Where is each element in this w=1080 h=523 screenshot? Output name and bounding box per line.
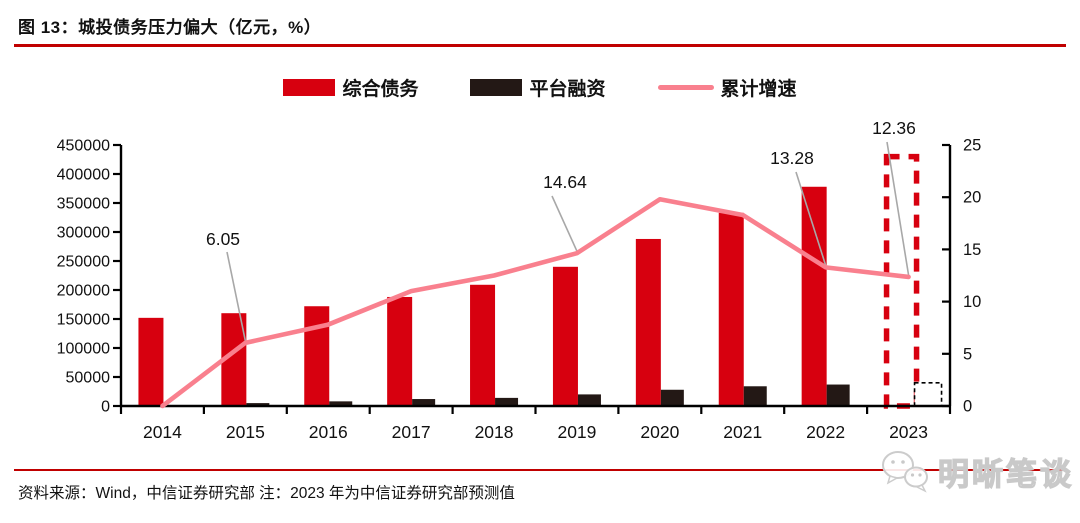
annotation-leader-2022	[795, 171, 827, 266]
annotation-label-2022: 13.28	[770, 148, 814, 168]
annotation-label-2015: 6.05	[206, 229, 240, 249]
growth-line	[160, 196, 911, 409]
left-axis-label: 450000	[57, 138, 110, 155]
right-axis-label: 15	[963, 241, 981, 259]
bar-financing-2022	[826, 384, 850, 406]
legend-label-debt: 综合债务	[342, 79, 419, 100]
bar-debt-forecast-2023	[883, 153, 920, 409]
left-axis-label: 200000	[57, 283, 110, 300]
legend-item-debt: 综合债务	[283, 74, 418, 101]
annotation-label-2019: 14.64	[543, 172, 587, 192]
bar-financing-2016	[329, 401, 353, 406]
bar-debt-2020	[635, 238, 661, 406]
bar-debt-2014	[138, 317, 164, 406]
right-axis-label: 20	[963, 189, 981, 207]
bar-financing-2020	[660, 389, 684, 406]
right-axis-label: 5	[963, 345, 972, 363]
x-axis-label: 2022	[806, 422, 845, 442]
figure-title: 图 13：城投债务压力偏大（亿元，%）	[18, 18, 322, 37]
left-axis-label: 300000	[57, 225, 110, 242]
bar-financing-2018	[495, 397, 519, 406]
bar-financing-2019	[577, 394, 601, 406]
title-divider	[14, 44, 1066, 47]
x-axis-label: 2014	[143, 422, 182, 442]
bar-debt-2016	[304, 306, 330, 406]
right-axis-label: 0	[963, 398, 972, 416]
bar-financing-forecast-2023	[913, 381, 943, 407]
x-axis-label: 2020	[640, 422, 679, 442]
x-axis-label: 2021	[723, 422, 762, 442]
right-axis-label: 10	[963, 293, 981, 311]
legend-label-financing: 平台融资	[529, 79, 606, 100]
legend-swatch-financing	[470, 79, 523, 96]
annotation-leader-2019	[551, 195, 578, 252]
legend-item-growth: 累计增速	[657, 74, 797, 101]
x-axis-label: 2019	[557, 422, 596, 442]
bar-debt-2017	[387, 296, 413, 406]
left-axis-label: 250000	[57, 254, 110, 271]
legend-swatch-debt	[283, 79, 336, 96]
legend-swatch-growth	[657, 85, 714, 90]
left-axis-label: 350000	[57, 196, 110, 213]
x-axis-label: 2017	[392, 422, 431, 442]
source-note: 资料来源：Wind，中信证券研究部 注：2023 年为中信证券研究部预测值	[18, 485, 515, 502]
chart-legend: 综合债务 平台融资 累计增速	[0, 74, 1080, 101]
legend-label-growth: 累计增速	[720, 79, 797, 100]
bar-financing-2017	[412, 399, 436, 406]
legend-item-financing: 平台融资	[470, 74, 606, 101]
bar-financing-2015	[246, 403, 270, 406]
bar-financing-2021	[743, 386, 767, 406]
left-axis-label: 150000	[57, 312, 110, 329]
left-axis-label: 400000	[57, 167, 110, 184]
bar-debt-2022	[801, 186, 827, 406]
annotation-leader-2023	[886, 141, 910, 276]
annotation-leader-2015	[226, 251, 247, 341]
x-axis-label: 2023	[889, 422, 928, 442]
bar-debt-2021	[718, 212, 744, 406]
x-axis-label: 2015	[226, 422, 265, 442]
footer-divider	[14, 469, 1066, 472]
left-axis-label: 100000	[57, 341, 110, 358]
bar-debt-2018	[470, 284, 496, 406]
annotation-label-2023: 12.36	[872, 118, 916, 138]
right-axis-label: 25	[963, 137, 981, 155]
left-axis-label: 50000	[66, 370, 111, 387]
x-axis-label: 2018	[475, 422, 514, 442]
x-axis-label: 2016	[309, 422, 348, 442]
left-axis-label: 0	[101, 399, 110, 416]
bar-debt-2019	[552, 266, 578, 406]
